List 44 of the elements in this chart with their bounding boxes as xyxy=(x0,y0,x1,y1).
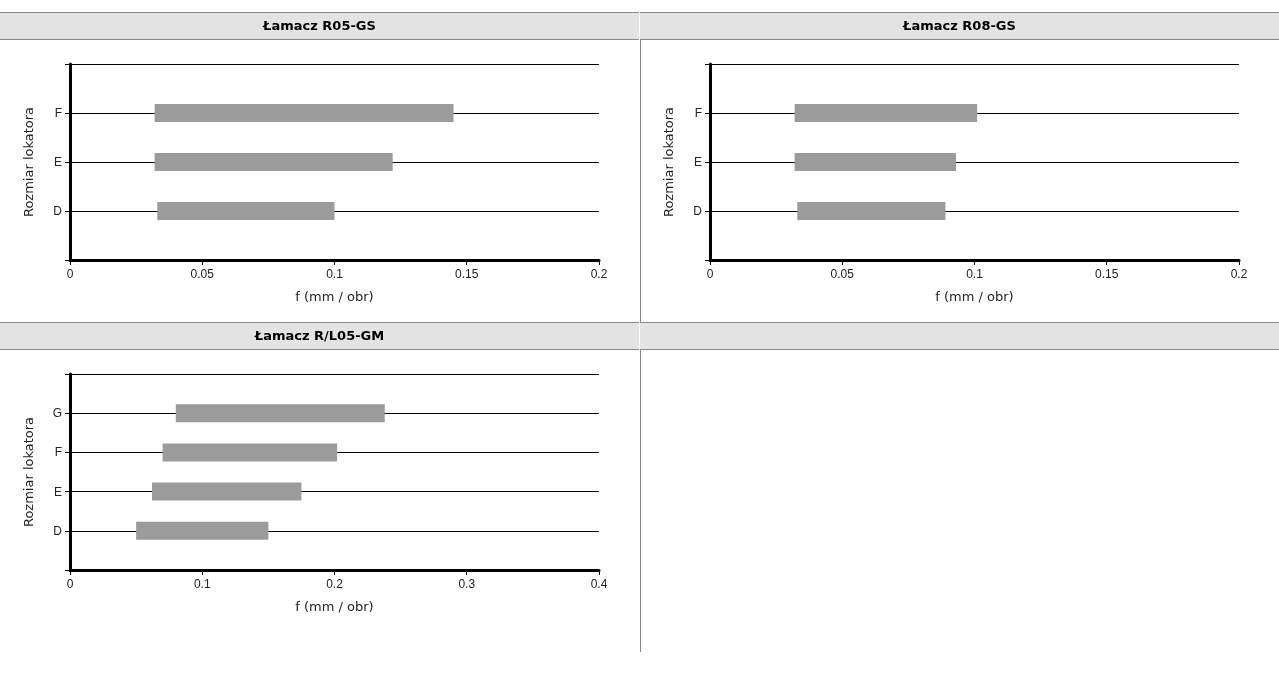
y-tick-label: G xyxy=(52,406,62,421)
y-axis-title: Rozmiar lokatora xyxy=(21,416,36,528)
x-axis-title: f (mm / obr) xyxy=(295,289,374,304)
y-tick-label: D xyxy=(53,523,63,538)
y-tick-label: E xyxy=(693,155,702,169)
y-tick-label: E xyxy=(53,484,62,499)
y-tick-label: E xyxy=(53,155,62,169)
bar xyxy=(794,104,978,122)
chart-title: Łamacz R05-GS xyxy=(0,12,639,40)
chart-title: Łamacz R08-GS xyxy=(640,12,1279,40)
x-tick-label: 0.2 xyxy=(326,577,344,591)
y-tick-label: D xyxy=(53,204,63,218)
y-axis-title: Rozmiar lokatora xyxy=(21,106,36,218)
chart-title: Łamacz R/L05-GM xyxy=(0,322,639,350)
x-axis-title: f (mm / obr) xyxy=(935,289,1014,304)
x-tick-label: 0.05 xyxy=(830,267,855,281)
bar xyxy=(794,153,956,171)
x-tick-label: 0.1 xyxy=(193,577,211,591)
x-tick-label: 0.05 xyxy=(190,267,215,281)
x-tick-label: 0.3 xyxy=(458,577,476,591)
bar xyxy=(154,104,454,122)
x-tick-label: 0.15 xyxy=(455,267,479,281)
x-tick-label: 0.2 xyxy=(1230,267,1248,281)
x-tick-label: 0.15 xyxy=(1095,267,1119,281)
bar xyxy=(797,202,946,220)
x-tick-label: 0 xyxy=(66,577,74,591)
y-tick-label: F xyxy=(694,106,702,120)
x-tick-label: 0.1 xyxy=(326,267,344,281)
x-tick-label: 0.4 xyxy=(590,577,608,591)
bar xyxy=(154,153,393,171)
y-tick-label: F xyxy=(54,106,62,120)
bar xyxy=(136,521,269,540)
bar xyxy=(162,443,338,462)
bar xyxy=(152,482,302,501)
y-tick-label: D xyxy=(693,204,703,218)
y-tick-label: F xyxy=(54,445,62,460)
bar xyxy=(175,404,385,423)
y-axis-title: Rozmiar lokatora xyxy=(661,106,676,218)
x-tick-label: 0 xyxy=(706,267,714,281)
x-tick-label: 0 xyxy=(66,267,74,281)
x-tick-label: 0.2 xyxy=(590,267,608,281)
bar xyxy=(157,202,335,220)
x-axis-title: f (mm / obr) xyxy=(295,599,374,614)
x-tick-label: 0.1 xyxy=(966,267,984,281)
